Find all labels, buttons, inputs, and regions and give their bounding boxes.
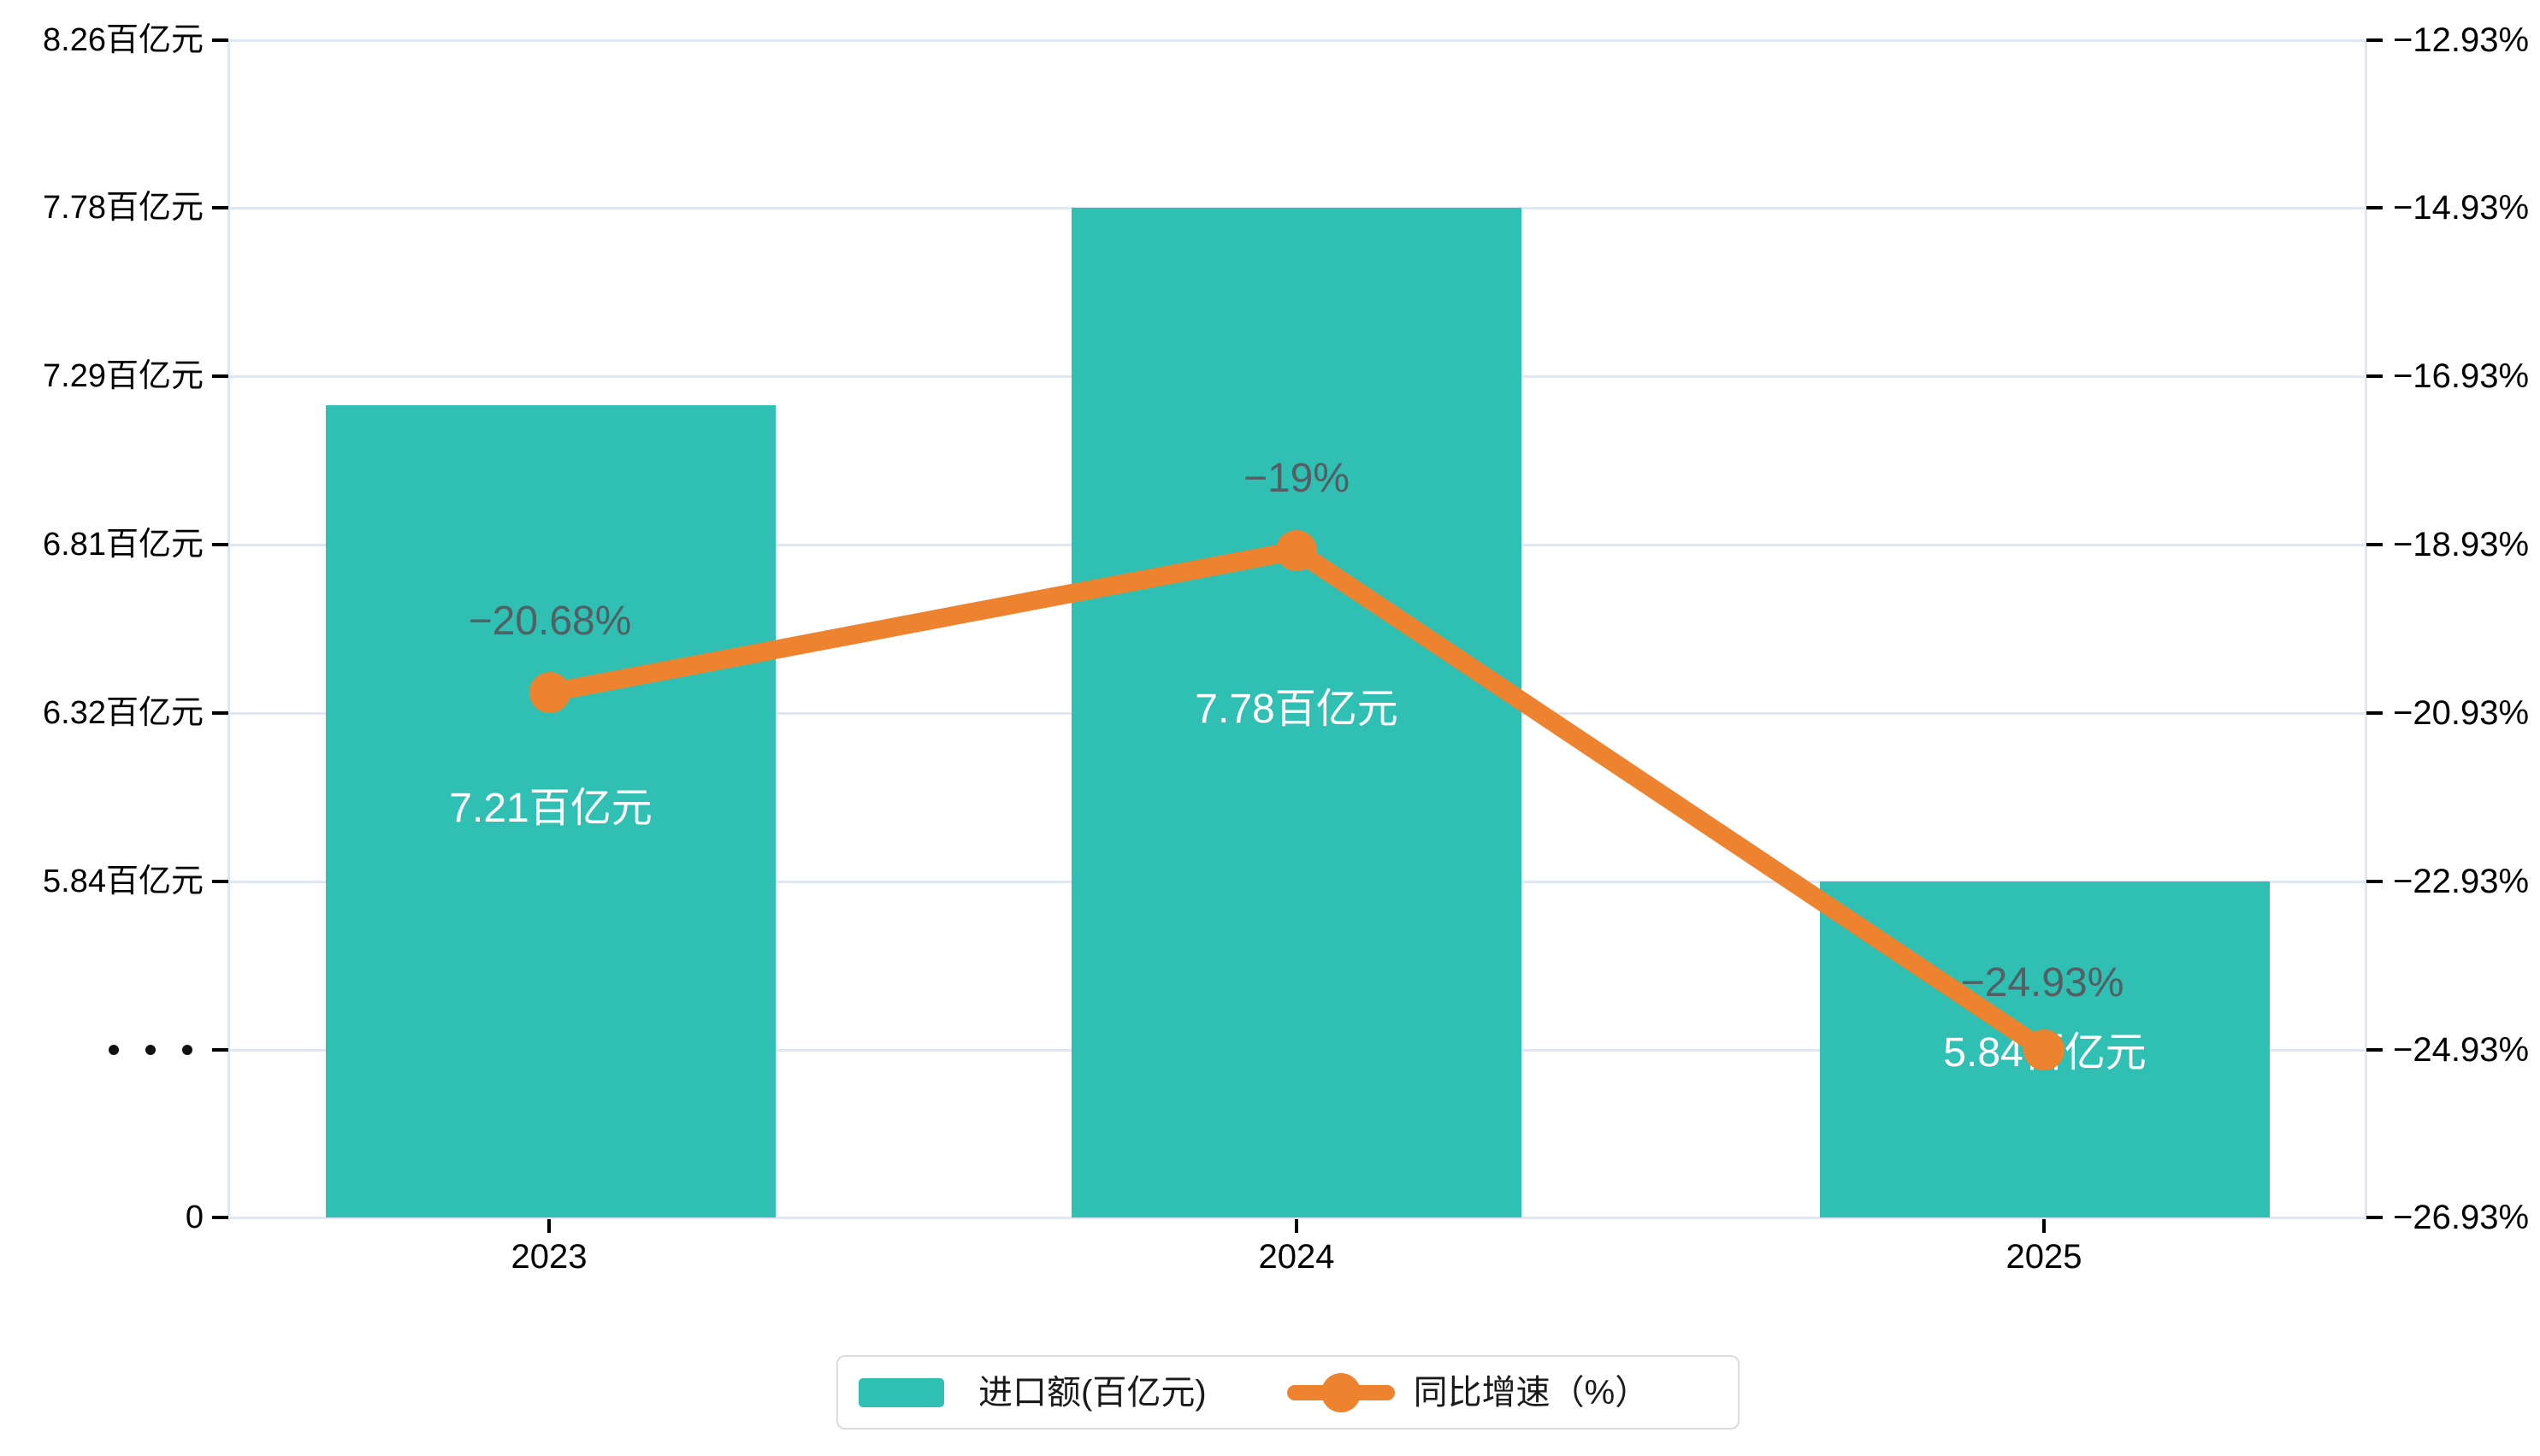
- left-tick: [212, 206, 228, 209]
- legend-item-imports[interactable]: 进口额(百亿元): [978, 1373, 1207, 1412]
- left-axis-label: 7.29百亿元: [43, 358, 204, 394]
- legend: 进口额(百亿元) 同比增速（%）: [836, 1355, 1740, 1429]
- right-tick: [2366, 374, 2383, 378]
- left-axis-label: 5.84百亿元: [43, 864, 204, 899]
- left-axis-label: 6.32百亿元: [43, 695, 204, 731]
- growth-label-2025: −24.93%: [1960, 960, 2124, 1005]
- left-tick: [212, 38, 228, 42]
- x-tick: [2042, 1219, 2046, 1233]
- bar-2024[interactable]: [1072, 208, 1521, 1217]
- left-axis-line: [227, 40, 230, 1220]
- right-tick: [2366, 880, 2383, 883]
- left-tick: [212, 1048, 228, 1052]
- legend-bar-swatch[interactable]: [859, 1377, 944, 1407]
- right-tick: [2366, 1048, 2383, 1052]
- bar-value-label-2024: 7.78百亿元: [1195, 687, 1398, 732]
- x-axis-label-2023: 2023: [511, 1238, 588, 1276]
- x-tick: [1295, 1219, 1298, 1233]
- line-point-2025[interactable]: [2023, 1029, 2064, 1070]
- legend-line-icon[interactable]: [1286, 1372, 1395, 1412]
- right-tick: [2366, 543, 2383, 546]
- right-axis-label: −12.93%: [2393, 21, 2530, 59]
- x-tick: [547, 1219, 551, 1233]
- right-axis-line: [2365, 40, 2367, 1220]
- bar-2023[interactable]: [326, 405, 776, 1217]
- right-tick: [2366, 206, 2383, 209]
- right-axis-label: −18.93%: [2393, 526, 2530, 563]
- right-tick: [2366, 38, 2383, 42]
- right-axis-label: −14.93%: [2393, 189, 2530, 227]
- left-tick: [212, 880, 228, 883]
- bar-value-label-2023: 7.21百亿元: [449, 786, 653, 831]
- left-axis-label: 0: [185, 1200, 204, 1235]
- right-tick: [2366, 711, 2383, 715]
- left-tick: [212, 1216, 228, 1219]
- left-tick: [212, 543, 228, 546]
- growth-line[interactable]: [540, 541, 2053, 1059]
- right-axis-label: −16.93%: [2393, 357, 2530, 395]
- line-point-2023[interactable]: [529, 672, 570, 713]
- left-axis-label: 8.26百亿元: [43, 22, 204, 58]
- gridline: [228, 39, 2366, 42]
- axis-break-dots: [109, 1045, 192, 1055]
- growth-label-2023: −20.68%: [468, 598, 632, 644]
- line-point-2024[interactable]: [1276, 530, 1317, 571]
- growth-label-2024: −19%: [1243, 456, 1350, 501]
- x-axis-line: [228, 1217, 2366, 1219]
- left-tick: [212, 374, 228, 378]
- right-axis-label: −20.93%: [2393, 694, 2530, 732]
- legend-item-growth[interactable]: 同比增速（%）: [1413, 1373, 1650, 1412]
- left-axis-label: 6.81百亿元: [43, 527, 204, 563]
- right-axis-label: −24.93%: [2393, 1031, 2530, 1069]
- left-tick: [212, 711, 228, 715]
- left-axis-label: 7.78百亿元: [43, 190, 204, 226]
- x-axis-label-2025: 2025: [2005, 1238, 2082, 1276]
- right-tick: [2366, 1216, 2383, 1219]
- x-axis-label-2024: 2024: [1258, 1238, 1335, 1276]
- right-axis-label: −22.93%: [2393, 863, 2530, 900]
- right-axis-label: −26.93%: [2393, 1199, 2530, 1236]
